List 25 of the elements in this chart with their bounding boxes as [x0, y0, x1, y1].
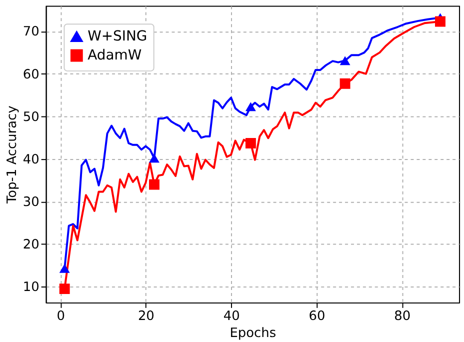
x-tick-label: 40 [223, 308, 240, 324]
x-tick-label: 20 [138, 308, 154, 324]
point [149, 154, 160, 163]
point [149, 179, 160, 190]
point [245, 138, 256, 148]
point [59, 264, 70, 273]
point [435, 16, 446, 27]
y-tick-label: 20 [22, 238, 40, 253]
y-tick-label: 60 [22, 67, 40, 82]
legend-label: AdamW [88, 47, 142, 64]
x-tick-label: 80 [394, 308, 411, 324]
y-tick-label: 40 [22, 152, 40, 168]
y-tick-label: 70 [22, 24, 40, 40]
point [245, 102, 256, 112]
y-tick-label: 30 [22, 195, 40, 210]
point [59, 284, 70, 294]
y-tick-label: 50 [22, 110, 40, 125]
point [340, 78, 350, 89]
y-axis-title: Top-1 Accuracy [4, 105, 20, 205]
x-tick-label: 60 [308, 308, 326, 324]
point [340, 56, 350, 66]
x-axis-title: Epochs [230, 326, 276, 341]
x-tick-label: 0 [56, 308, 65, 324]
y-tick-label: 10 [22, 280, 40, 296]
legend-label: W+SING [88, 28, 148, 45]
